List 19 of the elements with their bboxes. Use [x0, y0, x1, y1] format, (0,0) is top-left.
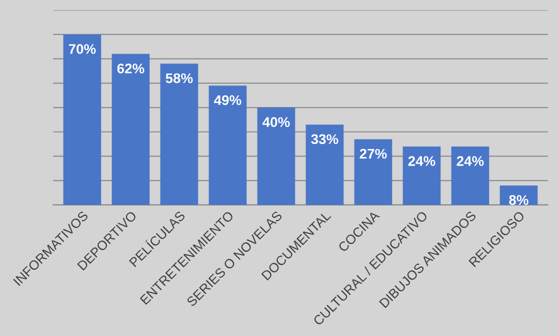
data-label: 62% [117, 64, 144, 74]
data-label: 33% [311, 134, 338, 144]
data-label: 58% [166, 73, 193, 84]
data-label: 27% [360, 148, 387, 159]
data-label: 8% [509, 195, 528, 205]
bar [160, 64, 198, 205]
bar [208, 86, 247, 205]
bar [112, 54, 150, 205]
data-label: 70% [68, 44, 96, 54]
bar [257, 108, 296, 205]
bar [306, 124, 344, 205]
bar [451, 146, 490, 205]
data-label: 49% [214, 95, 242, 106]
bar [63, 34, 102, 205]
bar [402, 146, 441, 205]
bar [354, 139, 392, 205]
data-label: 24% [456, 156, 484, 166]
data-label: 40% [262, 117, 290, 127]
data-label: 24% [408, 156, 436, 166]
